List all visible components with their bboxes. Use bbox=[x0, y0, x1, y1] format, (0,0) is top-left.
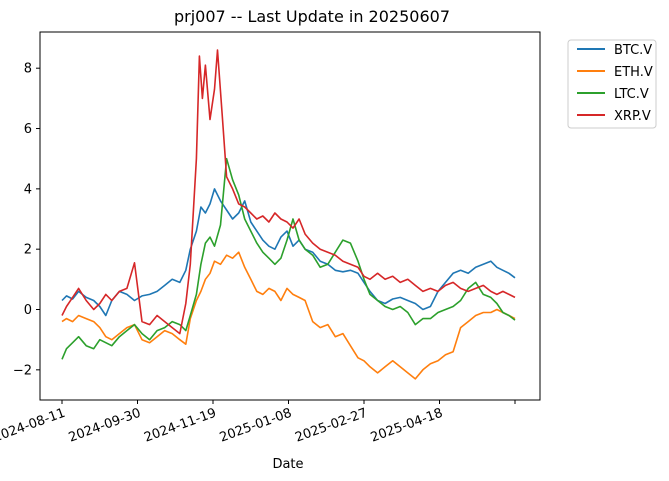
legend-entry-2: ETH.V bbox=[577, 65, 653, 80]
legend-label: XRP.V bbox=[614, 109, 651, 124]
x-tick-label: 2024-08-11 bbox=[0, 406, 67, 446]
y-tick-label: 0 bbox=[24, 303, 32, 318]
x-tick-label: 2024-09-30 bbox=[67, 406, 143, 446]
y-tick-label: 8 bbox=[24, 62, 32, 77]
x-tick-label: 2025-01-08 bbox=[218, 406, 294, 446]
legend-label: LTC.V bbox=[614, 87, 649, 102]
legend-entry-3: LTC.V bbox=[577, 87, 649, 102]
x-axis-label: Date bbox=[272, 457, 303, 472]
y-axis-ticks: −2 0 2 4 6 8 bbox=[13, 62, 40, 378]
legend-label: BTC.V bbox=[614, 43, 652, 58]
x-axis-ticks: 2024-08-11 2024-09-30 2024-11-19 2025-01-08… bbox=[0, 400, 516, 446]
series-line-eth-v bbox=[61, 251, 516, 380]
y-tick-label: 4 bbox=[24, 182, 32, 197]
series-line-xrp-v bbox=[61, 49, 516, 335]
legend-entry-1: BTC.V bbox=[577, 43, 652, 58]
x-tick-label: 2025-02-27 bbox=[293, 406, 369, 446]
x-tick-label: 2025-04-18 bbox=[369, 406, 445, 446]
legend-entry-4: XRP.V bbox=[577, 109, 651, 124]
y-tick-label: 2 bbox=[24, 243, 32, 258]
series-line-btc-v bbox=[61, 188, 516, 317]
x-tick-label: 2024-11-19 bbox=[142, 406, 218, 446]
axes-frame bbox=[39, 31, 541, 401]
y-tick-label: 6 bbox=[24, 122, 32, 137]
legend: BTC.V ETH.V LTC.V XRP.V bbox=[567, 39, 657, 129]
series-line-ltc-v bbox=[61, 157, 516, 360]
legend-label: ETH.V bbox=[614, 65, 653, 80]
y-tick-label: −2 bbox=[13, 363, 32, 378]
legend-box bbox=[567, 39, 657, 129]
plot-area bbox=[61, 49, 516, 380]
chart-title: prj007 -- Last Update in 20250607 bbox=[174, 7, 450, 26]
